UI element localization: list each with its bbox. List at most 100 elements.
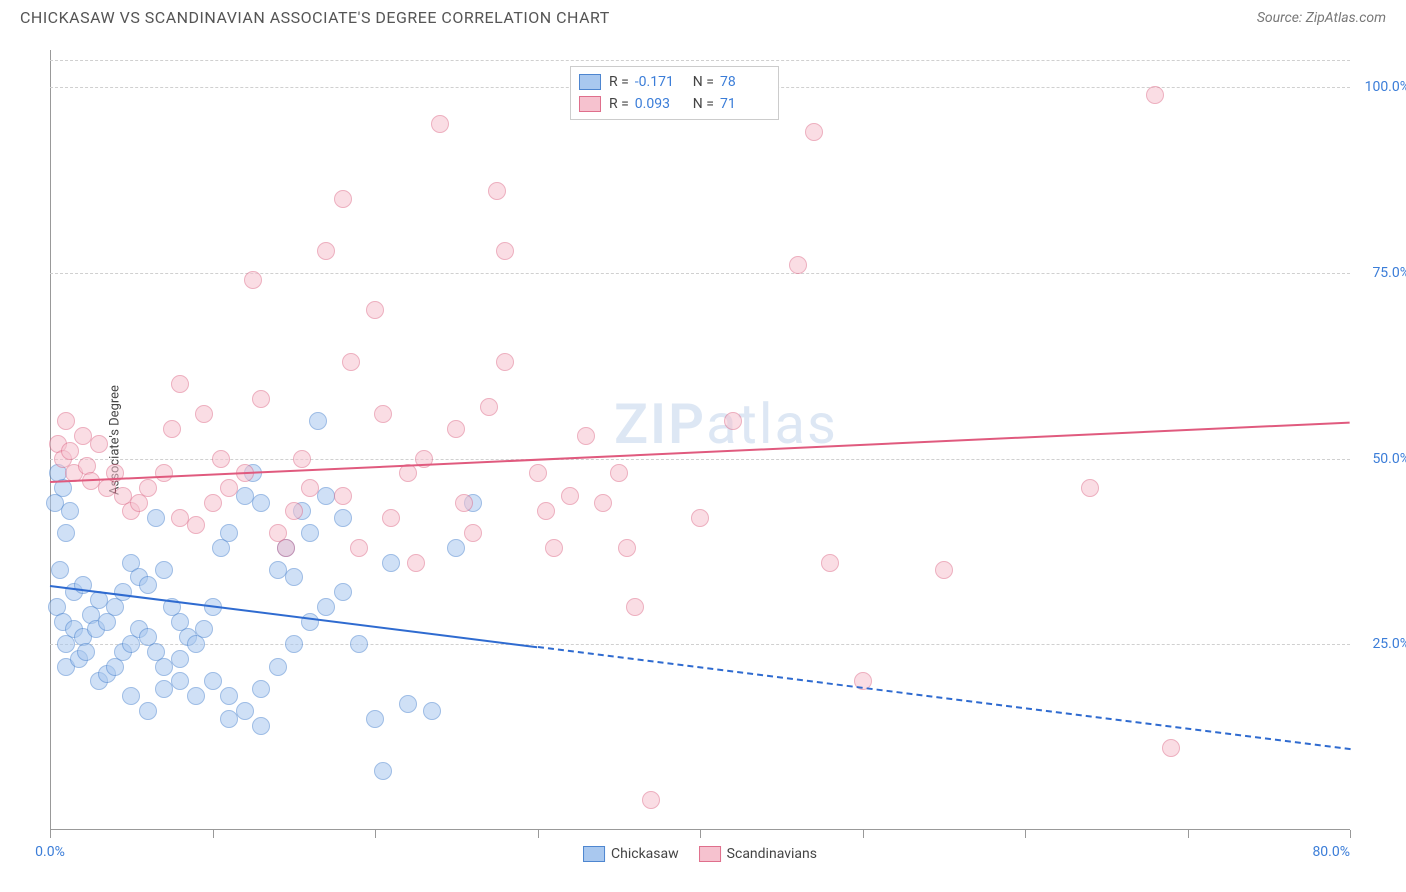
legend-swatch	[583, 846, 605, 862]
scatter-point	[147, 509, 165, 527]
scatter-point	[204, 494, 222, 512]
scatter-point	[61, 442, 79, 460]
legend-swatch	[699, 846, 721, 862]
legend-label: Scandinavians	[727, 846, 817, 862]
scatter-point	[163, 420, 181, 438]
scatter-point	[57, 524, 75, 542]
scatter-point	[220, 710, 238, 728]
scatter-point	[301, 524, 319, 542]
scatter-point	[252, 717, 270, 735]
scatter-point	[252, 494, 270, 512]
series-legend: Chickasaw Scandinavians	[583, 846, 817, 862]
scatter-point	[293, 450, 311, 468]
scatter-point	[618, 539, 636, 557]
scatter-point	[122, 687, 140, 705]
scatter-point	[334, 487, 352, 505]
scatter-point	[285, 568, 303, 586]
scatter-point	[301, 479, 319, 497]
x-tick-label: 0.0%	[35, 844, 65, 860]
scatter-point	[155, 561, 173, 579]
scatter-point	[431, 115, 449, 133]
scatter-point	[155, 658, 173, 676]
scatter-point	[789, 256, 807, 274]
x-tick	[1188, 830, 1189, 838]
scatter-point	[195, 620, 213, 638]
scatter-point	[642, 791, 660, 809]
x-tick	[700, 830, 701, 838]
x-tick-label: 80.0%	[1312, 844, 1350, 860]
chart-area: Associate's Degree 25.0%50.0%75.0%100.0%…	[50, 50, 1350, 830]
scatter-point	[496, 353, 514, 371]
gridline	[50, 644, 1350, 645]
stats-legend: R =-0.171N =78R =0.093N =71	[570, 66, 779, 120]
scatter-point	[155, 680, 173, 698]
scatter-point	[171, 672, 189, 690]
legend-swatch	[579, 74, 601, 90]
scatter-point	[374, 405, 392, 423]
scatter-point	[195, 405, 213, 423]
scatter-point	[139, 576, 157, 594]
scatter-point	[1081, 479, 1099, 497]
scatter-point	[204, 672, 222, 690]
scatter-point	[724, 412, 742, 430]
scatter-point	[285, 502, 303, 520]
scatter-point	[57, 412, 75, 430]
scatter-point	[537, 502, 555, 520]
scatter-point	[61, 502, 79, 520]
n-value: 78	[720, 71, 770, 93]
stats-legend-row: R =0.093N =71	[579, 93, 770, 115]
series-legend-item: Scandinavians	[699, 846, 817, 862]
scatter-point	[220, 524, 238, 542]
scatter-point	[423, 702, 441, 720]
y-tick-label: 25.0%	[1372, 636, 1406, 652]
legend-swatch	[579, 96, 601, 112]
scatter-point	[309, 412, 327, 430]
y-tick-label: 100.0%	[1365, 79, 1406, 95]
scatter-point	[350, 539, 368, 557]
series-legend-item: Chickasaw	[583, 846, 679, 862]
scatter-point	[594, 494, 612, 512]
chart-title: CHICKASAW VS SCANDINAVIAN ASSOCIATE'S DE…	[20, 8, 610, 27]
scatter-point	[610, 464, 628, 482]
scatter-point	[577, 427, 595, 445]
scatter-point	[301, 613, 319, 631]
trend-line	[50, 421, 1350, 482]
scatter-point	[935, 561, 953, 579]
gridline	[50, 273, 1350, 274]
x-tick	[375, 830, 376, 838]
scatter-point	[114, 583, 132, 601]
scatter-point	[488, 182, 506, 200]
scatter-point	[90, 435, 108, 453]
scatter-point	[821, 554, 839, 572]
scatter-point	[244, 271, 262, 289]
scatter-point	[691, 509, 709, 527]
scatter-point	[252, 390, 270, 408]
x-tick	[1350, 830, 1351, 838]
scatter-point	[212, 450, 230, 468]
scatter-point	[399, 464, 417, 482]
scatter-point	[269, 658, 287, 676]
scatter-point	[220, 687, 238, 705]
scatter-point	[171, 375, 189, 393]
scatter-point	[464, 524, 482, 542]
r-value: 0.093	[635, 93, 685, 115]
n-value: 71	[720, 93, 770, 115]
scatter-point	[407, 554, 425, 572]
scatter-point	[77, 643, 95, 661]
scatter-point	[626, 598, 644, 616]
scatter-point	[139, 702, 157, 720]
scatter-point	[334, 190, 352, 208]
scatter-point	[496, 242, 514, 260]
scatter-point	[171, 650, 189, 668]
stats-legend-row: R =-0.171N =78	[579, 71, 770, 93]
scatter-point	[317, 598, 335, 616]
gridline	[50, 459, 1350, 460]
y-tick-label: 75.0%	[1372, 265, 1406, 281]
r-value: -0.171	[635, 71, 685, 93]
scatter-point	[382, 554, 400, 572]
scatter-point	[342, 353, 360, 371]
scatter-point	[334, 583, 352, 601]
scatter-point	[236, 702, 254, 720]
scatter-point	[334, 509, 352, 527]
scatter-point	[139, 479, 157, 497]
